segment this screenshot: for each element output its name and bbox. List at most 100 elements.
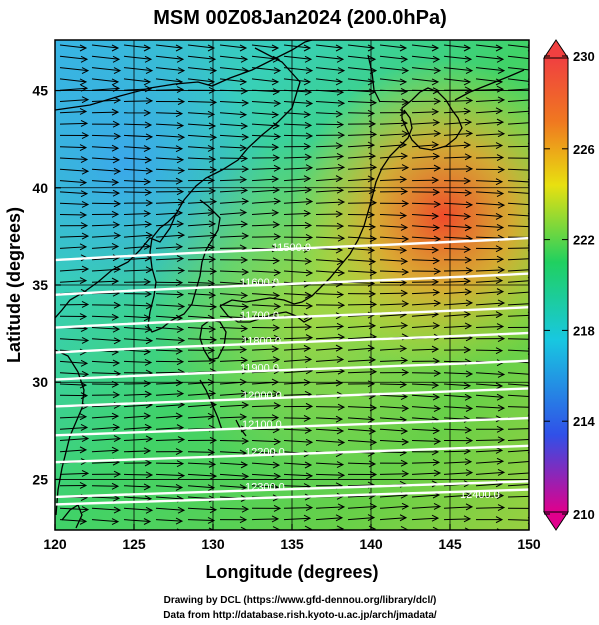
wind-arrow: [155, 123, 184, 127]
wind-arrowhead: [495, 78, 504, 86]
wind-arrow: [251, 304, 281, 308]
wind-arrow: [315, 293, 344, 296]
wind-arrow: [187, 55, 216, 60]
wind-arrow: [443, 360, 472, 363]
wind-arrowhead: [305, 67, 314, 75]
wind-arrowhead: [369, 404, 378, 412]
wind-arrowhead: [496, 255, 505, 263]
wind-arrowhead: [112, 84, 121, 92]
wind-arrowhead: [177, 133, 186, 141]
wind-arrow: [347, 406, 377, 409]
wind-arrowhead: [175, 145, 184, 153]
wind-arrowhead: [111, 277, 120, 285]
wind-arrowhead: [432, 322, 441, 330]
wind-arrowhead: [337, 503, 346, 511]
wind-arrowhead: [273, 438, 282, 446]
wind-arrowhead: [143, 78, 152, 86]
wind-arrowhead: [303, 514, 312, 522]
wind-arrowhead: [176, 122, 185, 130]
wind-arrowhead: [303, 209, 312, 217]
wind-arrow: [443, 472, 473, 475]
wind-arrow: [347, 225, 376, 228]
wind-arrowhead: [336, 121, 345, 129]
wind-arrowhead: [239, 209, 248, 216]
wind-arrowhead: [271, 209, 280, 217]
wind-arrow: [219, 392, 248, 396]
wind-arrowhead: [336, 186, 345, 194]
wind-arrow: [315, 178, 343, 182]
wind-arrowhead: [209, 506, 218, 514]
wind-arrow: [411, 372, 441, 374]
wind-arrowhead: [399, 212, 408, 220]
wind-arrow: [187, 234, 217, 238]
wind-arrowhead: [144, 85, 153, 93]
wind-arrow: [315, 325, 344, 328]
colorbar-label: 226: [573, 142, 595, 157]
wind-arrow: [91, 280, 119, 283]
wind-arrow: [155, 404, 185, 408]
wind-arrowhead: [207, 243, 216, 251]
wind-arrow: [443, 313, 471, 317]
wind-arrowhead: [530, 202, 536, 208]
wind-arrowhead: [400, 427, 409, 435]
wind-arrowhead: [81, 132, 90, 139]
wind-arrowhead: [81, 96, 90, 104]
wind-arrow: [91, 180, 119, 183]
wind-arrow: [59, 338, 89, 341]
wind-arrowhead: [144, 121, 153, 129]
wind-arrow: [123, 134, 153, 138]
wind-arrow: [507, 99, 529, 102]
wind-arrow: [219, 359, 248, 362]
wind-arrowhead: [530, 234, 536, 240]
wind-arrowhead: [465, 267, 474, 274]
wind-arrow: [155, 496, 184, 500]
wind-arrowhead: [399, 381, 408, 389]
wind-arrowhead: [79, 313, 88, 320]
wind-arrowhead: [337, 439, 346, 446]
wind-arrowhead: [80, 392, 89, 400]
wind-arrow: [443, 280, 471, 283]
wind-arrowhead: [433, 267, 442, 275]
wind-arrowhead: [208, 220, 217, 228]
wind-arrowhead: [113, 232, 122, 239]
wind-arrow: [59, 44, 87, 49]
wind-arrowhead: [335, 44, 344, 52]
wind-arrow: [507, 269, 529, 272]
wind-arrow: [283, 89, 312, 93]
wind-arrow: [283, 304, 313, 307]
wind-arrowhead: [81, 201, 90, 208]
wind-arrow: [187, 415, 215, 419]
wind-arrowhead: [463, 141, 472, 149]
wind-arrow: [187, 392, 216, 396]
wind-arrow: [155, 112, 183, 115]
wind-arrowhead: [176, 390, 185, 398]
wind-arrow: [475, 180, 503, 183]
wind-arrow: [347, 112, 375, 114]
wind-arrowhead: [431, 278, 440, 286]
wind-arrow: [475, 99, 505, 102]
wind-arrowhead: [464, 55, 473, 63]
wind-arrowhead: [400, 55, 409, 63]
wind-arrowhead: [143, 278, 152, 286]
wind-arrow: [411, 167, 441, 170]
wind-arrowhead: [207, 110, 216, 118]
wind-arrow: [59, 416, 87, 419]
wind-arrow: [123, 507, 153, 511]
wind-arrowhead: [304, 525, 313, 530]
wind-arrowhead: [143, 518, 152, 525]
wind-arrow: [475, 214, 503, 217]
wind-arrow: [315, 517, 343, 521]
wind-arrowhead: [81, 232, 90, 240]
wind-arrowhead: [271, 175, 280, 183]
wind-arrowhead: [464, 189, 473, 197]
wind-arrowhead: [176, 291, 185, 299]
wind-arrowhead: [401, 67, 410, 75]
wind-arrowhead: [79, 211, 88, 219]
wind-arrow: [507, 180, 529, 183]
wind-arrow: [315, 89, 344, 93]
wind-arrowhead: [207, 517, 216, 524]
wind-arrowhead: [495, 44, 504, 52]
wind-arrow: [411, 417, 439, 421]
wind-arrowhead: [176, 86, 185, 93]
wind-arrow: [379, 236, 409, 240]
